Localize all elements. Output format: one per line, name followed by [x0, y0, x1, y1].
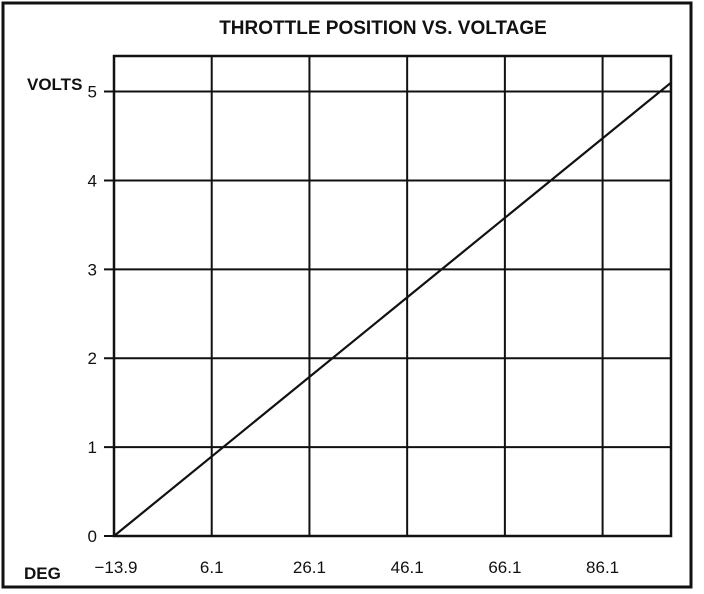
x-tick-label: 46.1: [391, 558, 424, 577]
y-tick-label: 5: [88, 83, 97, 102]
x-tick-label: 66.1: [488, 558, 521, 577]
outer-frame: [1, 1, 693, 589]
x-tick-label: −13.9: [94, 558, 137, 577]
y-tick-label: 2: [88, 349, 97, 368]
x-tick-label: 86.1: [586, 558, 619, 577]
chart-title: THROTTLE POSITION VS. VOLTAGE: [219, 18, 547, 39]
y-tick-label: 4: [88, 171, 97, 190]
y-axis-label: VOLTS: [27, 75, 82, 94]
x-tick-label: 26.1: [293, 558, 326, 577]
y-tick-label: 3: [88, 260, 97, 279]
y-tick-label: 1: [88, 438, 97, 457]
grid: [104, 56, 671, 537]
series-line: [113, 81, 672, 537]
plot-frame: [112, 54, 673, 538]
tick-labels: 0 1 2 3 4 5 −13.9 6.1 26.1 46.1 66.1 86.1: [88, 83, 620, 577]
series-group: [113, 81, 672, 537]
x-tick-label: 6.1: [200, 558, 224, 577]
y-tick-label: 0: [88, 527, 97, 546]
x-axis-label: DEG: [24, 564, 61, 583]
